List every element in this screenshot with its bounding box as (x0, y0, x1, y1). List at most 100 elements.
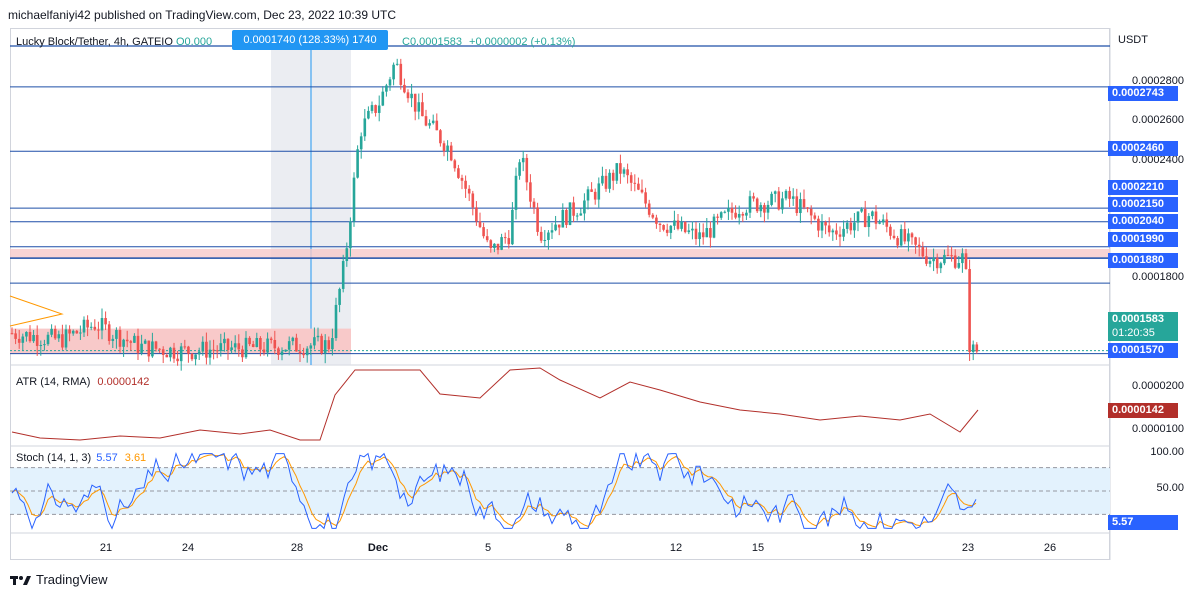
candle-body (489, 240, 493, 249)
candle-body (43, 344, 46, 346)
candle-body (611, 172, 615, 181)
time-label: 28 (290, 542, 304, 554)
candle-body (669, 225, 673, 233)
ohlc-open: O0.000 (175, 36, 213, 48)
candle-body (86, 319, 89, 328)
candle-body (464, 180, 467, 189)
candle-body (590, 189, 593, 192)
candle-body (255, 338, 259, 348)
candle-body (334, 304, 338, 339)
level-badge[interactable]: 0.0001990 (1108, 232, 1178, 247)
candle-body (446, 145, 449, 152)
atr-legend[interactable]: ATR (14, RMA) 0.0000142 (16, 376, 149, 388)
candle-body (17, 338, 21, 343)
candle-body (961, 253, 964, 264)
level-badge[interactable]: 0.0001880 (1108, 253, 1178, 268)
candle-body (431, 120, 435, 124)
candle-body (197, 351, 201, 355)
candle-body (309, 345, 313, 349)
candle-body (568, 202, 572, 225)
candle-body (338, 288, 341, 305)
candle-body (856, 211, 860, 223)
candle-body (313, 337, 316, 346)
candle-body (251, 344, 255, 348)
candle-body (478, 221, 482, 228)
candle-body (183, 346, 187, 348)
candle-body (881, 219, 885, 223)
candle-body (75, 330, 79, 334)
candle-body (176, 358, 179, 362)
stoch-legend[interactable]: Stoch (14, 1, 3) 5.57 3.61 (16, 452, 146, 464)
candle-body (35, 334, 39, 346)
candle-body (187, 346, 190, 354)
candle-body (572, 202, 575, 216)
candle-body (802, 199, 806, 208)
candle-body (680, 221, 683, 229)
level-badge[interactable]: 0.0002210 (1108, 180, 1178, 195)
level-badge[interactable]: 0.0002150 (1108, 197, 1178, 212)
candle-body (118, 330, 122, 347)
candle-body (583, 200, 586, 214)
candle-body (507, 238, 511, 245)
candle-body (413, 93, 417, 112)
candle-body (925, 256, 928, 264)
candle-body (773, 191, 777, 194)
candle-body (795, 196, 799, 214)
candle-body (629, 175, 633, 183)
candle-body (529, 182, 532, 202)
candle-body (784, 190, 788, 199)
candle-body (637, 183, 640, 190)
candle-body (349, 221, 352, 249)
time-label: 23 (961, 542, 975, 554)
candle-body (230, 347, 233, 350)
currency-label[interactable]: USDT (1118, 34, 1148, 46)
candle-body (658, 223, 662, 226)
symbol-legend[interactable]: Lucky Block/Tether, 4h, GATEIO O0.000 (16, 36, 212, 48)
candle-body (493, 243, 496, 249)
candle-body (518, 162, 521, 176)
candle-body (719, 212, 723, 218)
candle-body (316, 335, 320, 338)
candle-body (28, 331, 32, 342)
time-label: 21 (99, 542, 113, 554)
ohlc-close-legend: C0.0001583 +0.0000002 (+0.13%) (402, 36, 575, 48)
candle-body (403, 84, 406, 93)
candle-body (903, 229, 907, 242)
resistance-zone (10, 249, 1110, 259)
level-badge[interactable]: 0.0002040 (1108, 214, 1178, 229)
level-badge[interactable]: 0.0002743 (1108, 86, 1178, 101)
candle-body (266, 338, 269, 353)
candle-body (32, 334, 35, 342)
candle-body (565, 210, 568, 225)
candle-body (885, 219, 889, 227)
candle-body (39, 345, 43, 347)
candle-body (302, 353, 305, 356)
candle-body (557, 224, 561, 228)
level-badge[interactable]: 0.0001570 (1108, 343, 1178, 358)
candle-body (453, 160, 457, 169)
candle-body (496, 243, 500, 250)
stoch-label: Stoch (14, 1, 3) (16, 452, 92, 464)
candle-body (273, 340, 277, 349)
tradingview-logo-icon (10, 575, 31, 585)
candle-body (662, 225, 665, 230)
candle-body (907, 233, 910, 242)
tradingview-brand[interactable]: TradingView (10, 572, 108, 587)
candle-body (295, 337, 298, 352)
candle-body (165, 354, 169, 358)
stoch-tick: 50.00 (1156, 482, 1184, 494)
candle-body (543, 239, 547, 241)
candle-body (46, 334, 50, 345)
candle-body (53, 328, 57, 339)
candle-body (932, 257, 935, 262)
candle-body (248, 337, 251, 345)
candle-body (241, 349, 244, 358)
candle-body (791, 196, 795, 199)
level-badge[interactable]: 0.0002460 (1108, 141, 1178, 156)
candle-body (950, 255, 953, 257)
last-price-badge[interactable]: 0.0001583 (1108, 312, 1178, 327)
candle-body (788, 190, 791, 199)
candle-body (226, 338, 230, 350)
candle-body (151, 341, 154, 357)
